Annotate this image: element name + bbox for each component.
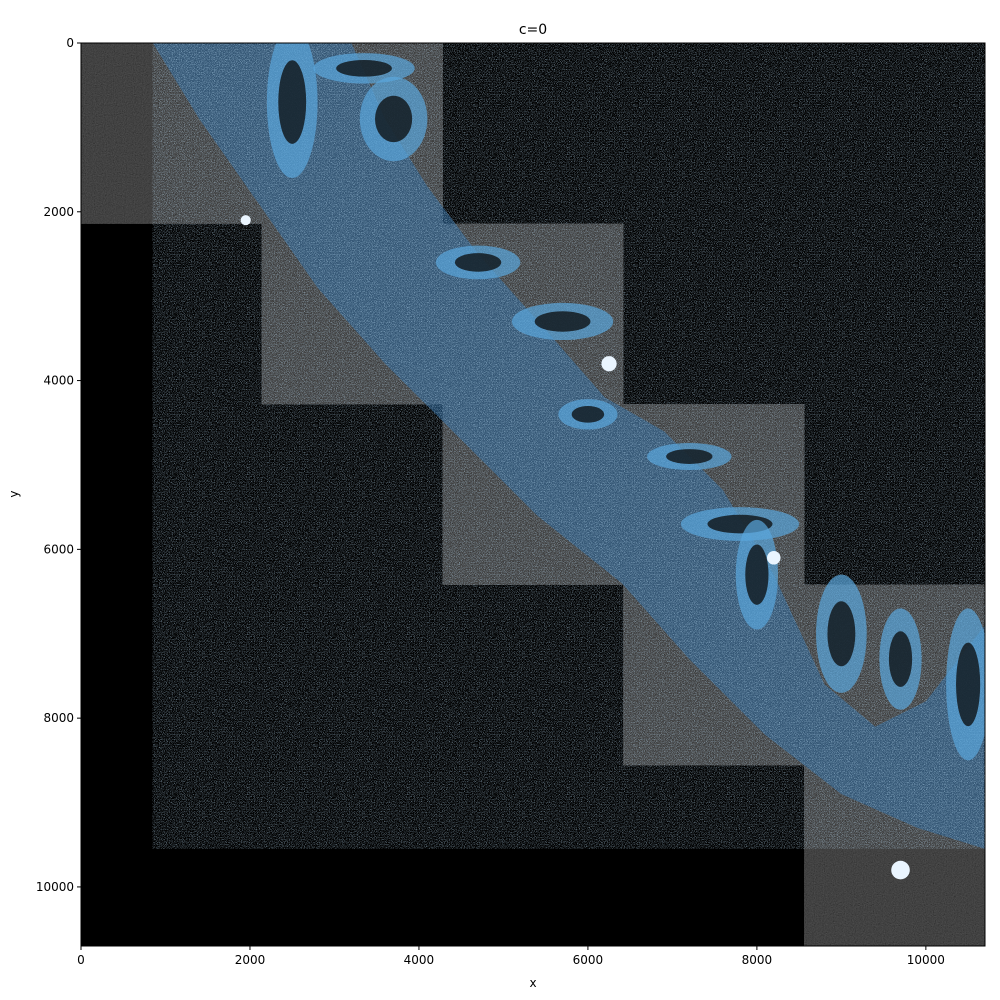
villus-core <box>336 59 392 77</box>
x-tick-label: 2000 <box>235 953 266 967</box>
axes-frame <box>80 42 986 947</box>
villus-core <box>956 642 981 727</box>
villus-core <box>454 253 502 272</box>
bright-spot <box>240 215 251 226</box>
villus-core <box>745 544 769 605</box>
x-tick-label: 6000 <box>573 953 604 967</box>
y-tick-label: 4000 <box>43 374 74 388</box>
y-tick-label: 10000 <box>36 880 74 894</box>
y-tick-label: 0 <box>66 36 74 50</box>
image-plot-area <box>80 42 986 947</box>
villus-core <box>571 405 605 423</box>
x-tick-label: 0 <box>77 953 85 967</box>
tissue-overlay <box>152 43 985 849</box>
bright-spot <box>891 860 910 880</box>
x-axis-ticks: 0 2000 4000 6000 8000 10000 <box>77 946 945 967</box>
villus-core <box>278 60 307 144</box>
bright-spots <box>240 215 910 880</box>
y-tick-label: 8000 <box>43 711 74 725</box>
y-axis-label: y <box>7 490 21 497</box>
villus-core <box>827 601 856 667</box>
villus-core <box>534 311 591 332</box>
bright-spot <box>601 356 617 372</box>
x-tick-label: 10000 <box>907 953 945 967</box>
tissue-texture <box>152 43 985 849</box>
bright-spot <box>767 551 781 565</box>
y-tick-label: 2000 <box>43 205 74 219</box>
villus-core <box>888 631 913 687</box>
villus-core <box>666 449 713 464</box>
x-axis-label: x <box>529 976 536 990</box>
villus-core <box>375 95 413 143</box>
x-tick-label: 8000 <box>742 953 773 967</box>
x-tick-label: 4000 <box>404 953 435 967</box>
plot-title: c=0 <box>519 22 547 38</box>
y-axis-ticks: 0 2000 4000 6000 8000 10000 <box>36 36 81 894</box>
y-tick-label: 6000 <box>43 542 74 556</box>
